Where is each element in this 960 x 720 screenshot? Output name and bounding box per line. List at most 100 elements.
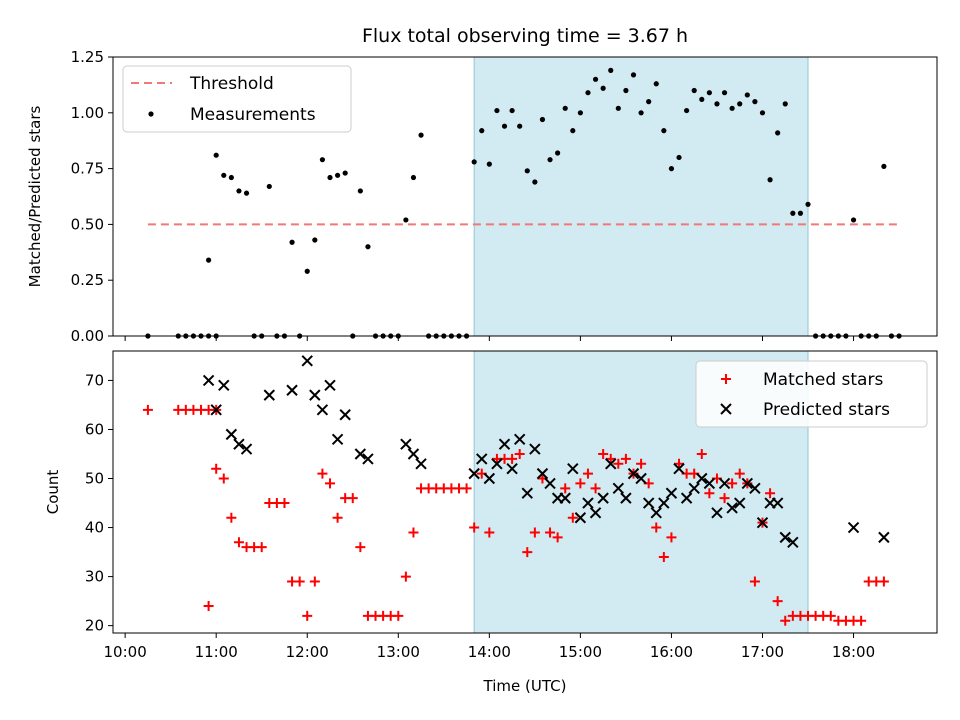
legend-box	[695, 360, 928, 428]
matched-star-point	[856, 615, 867, 626]
matched-star-point	[567, 512, 578, 523]
measurement-point	[638, 110, 644, 116]
predicted-star-point	[612, 482, 625, 495]
matched-star-point	[878, 576, 889, 587]
y-tick-label: 30	[85, 568, 104, 586]
top-axes-frame	[112, 56, 938, 337]
bottom-axes-frame	[112, 350, 938, 634]
predicted-star-point	[696, 472, 708, 485]
matched-star-point	[719, 493, 730, 504]
predicted-star-point	[301, 355, 313, 367]
measurement-point	[213, 152, 219, 158]
predicted-star-point	[225, 428, 238, 441]
x-tick-label: 16:00	[650, 643, 693, 661]
predicted-star-point	[658, 497, 670, 509]
matched-star-point	[514, 448, 525, 459]
measurement-point	[312, 237, 318, 243]
x-tick-label: 14:00	[468, 643, 511, 661]
legend-predicted-label: Predicted stars	[763, 400, 890, 420]
matched-star-point	[598, 448, 609, 459]
predicted-star-point	[339, 409, 351, 421]
legend-threshold-label: Threshold	[189, 74, 274, 94]
x-tick-label: 11:00	[195, 643, 238, 661]
predicted-star-point	[362, 453, 374, 465]
predicted-star-point	[240, 443, 253, 455]
predicted-star-point	[787, 536, 799, 548]
measurement-point	[721, 90, 728, 96]
measurement-point	[790, 210, 796, 216]
y-tick-label: 0.25	[71, 271, 104, 289]
measurement-point	[532, 179, 538, 185]
matched-star-point	[309, 576, 320, 587]
matched-star-point	[142, 404, 153, 415]
y-axis-label: Matched/Predicted stars	[26, 106, 44, 288]
measurement-point	[524, 168, 530, 174]
x-tick-label: 12:00	[286, 643, 329, 661]
predicted-star-point	[309, 389, 321, 401]
measurement-point	[767, 177, 773, 183]
predicted-star-point	[529, 443, 541, 455]
measurement-point	[342, 170, 348, 176]
matched-star-point	[332, 512, 343, 523]
predicted-star-point	[559, 492, 571, 504]
matched-star-point	[605, 453, 616, 464]
measurement-point	[881, 163, 887, 169]
predicted-star-point	[263, 389, 276, 401]
measurement-point	[714, 101, 720, 107]
predicted-star-point	[650, 507, 662, 519]
matched-star-point	[347, 493, 358, 504]
predicted-star-point	[589, 507, 602, 519]
predicted-star-point	[567, 462, 579, 475]
measurement-point	[653, 81, 659, 87]
predicted-star-point	[233, 438, 245, 450]
matched-star-point	[408, 527, 419, 538]
legend-matched-label: Matched stars	[763, 370, 883, 390]
predicted-star-point	[468, 467, 480, 480]
predicted-star-point	[476, 453, 488, 465]
measurement-point	[668, 166, 675, 172]
matched-star-point	[636, 458, 647, 469]
x-tick-label: 17:00	[741, 643, 784, 661]
measurement-point	[471, 159, 477, 165]
matched-star-point	[658, 551, 669, 562]
measurement-point	[539, 116, 546, 123]
predicted-star-point	[741, 477, 754, 490]
measurement-point	[759, 110, 766, 116]
matched-star-point	[325, 478, 336, 489]
matched-star-point	[666, 532, 677, 543]
predicted-star-point	[544, 477, 556, 490]
predicted-star-point	[711, 507, 723, 519]
matched-star-point	[279, 498, 290, 509]
predicted-star-point	[749, 482, 761, 495]
measurement-point	[403, 217, 409, 223]
y-tick-label: 70	[85, 371, 104, 389]
measurement-point	[327, 174, 333, 181]
legend-measurements-swatch	[148, 111, 154, 117]
measurement-point	[509, 107, 515, 114]
x-tick-label: 15:00	[559, 643, 602, 661]
measurement-point	[365, 244, 371, 250]
predicted-star-point	[574, 512, 587, 524]
measurement-point	[221, 172, 227, 178]
measurement-point	[752, 99, 758, 105]
y-tick-label: 0.75	[71, 160, 104, 178]
predicted-star-point	[680, 492, 693, 504]
predicted-star-point	[415, 458, 427, 470]
matched-star-point	[704, 488, 715, 499]
measurement-point	[585, 90, 591, 96]
legend-matched-swatch	[721, 374, 731, 384]
measurement-point	[797, 210, 804, 216]
measurement-point	[608, 67, 614, 73]
measurement-point	[334, 172, 341, 178]
matched-star-point	[233, 537, 244, 548]
predicted-star-point	[407, 448, 420, 460]
predicted-star-point	[400, 438, 412, 450]
predicted-star-point	[642, 497, 655, 509]
matched-star-point	[765, 488, 776, 499]
y-tick-label: 0.50	[71, 215, 104, 233]
measurement-point	[319, 157, 326, 163]
legend-measurements-label: Measurements	[190, 105, 316, 125]
measurement-point	[706, 90, 712, 96]
predicted-star-point	[673, 462, 685, 475]
measurement-point	[494, 107, 500, 114]
